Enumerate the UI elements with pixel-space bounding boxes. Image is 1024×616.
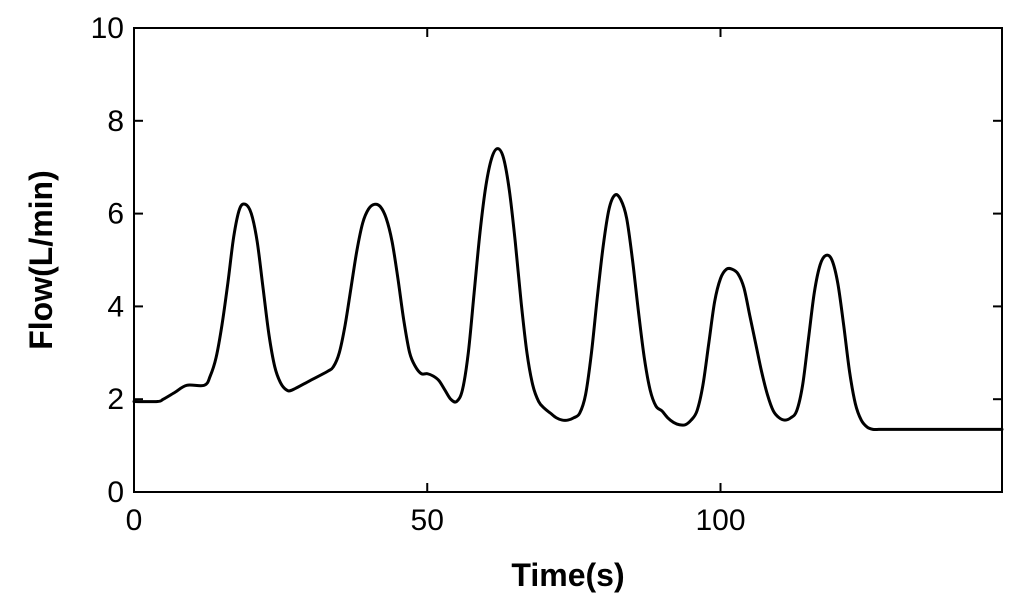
series-line (132, 147, 1004, 432)
y-tick-label: 8 (107, 105, 124, 138)
x-tick-label: 100 (695, 504, 745, 537)
y-tick-label: 0 (107, 476, 124, 509)
y-tick-label: 10 (91, 12, 124, 45)
tick-labels: 0 50 100 0 2 4 6 8 10 (91, 12, 746, 537)
y-tick-label: 2 (107, 383, 124, 416)
plot-frame (133, 27, 1003, 493)
y-tick-label: 6 (107, 198, 124, 231)
x-tick-label: 50 (411, 504, 444, 537)
y-axis-label: Flow(L/min) (23, 170, 59, 350)
x-tick-label: 0 (126, 504, 143, 537)
x-axis-label: Time(s) (511, 557, 624, 593)
axis-ticks (133, 27, 1002, 493)
y-tick-label: 4 (107, 290, 124, 323)
